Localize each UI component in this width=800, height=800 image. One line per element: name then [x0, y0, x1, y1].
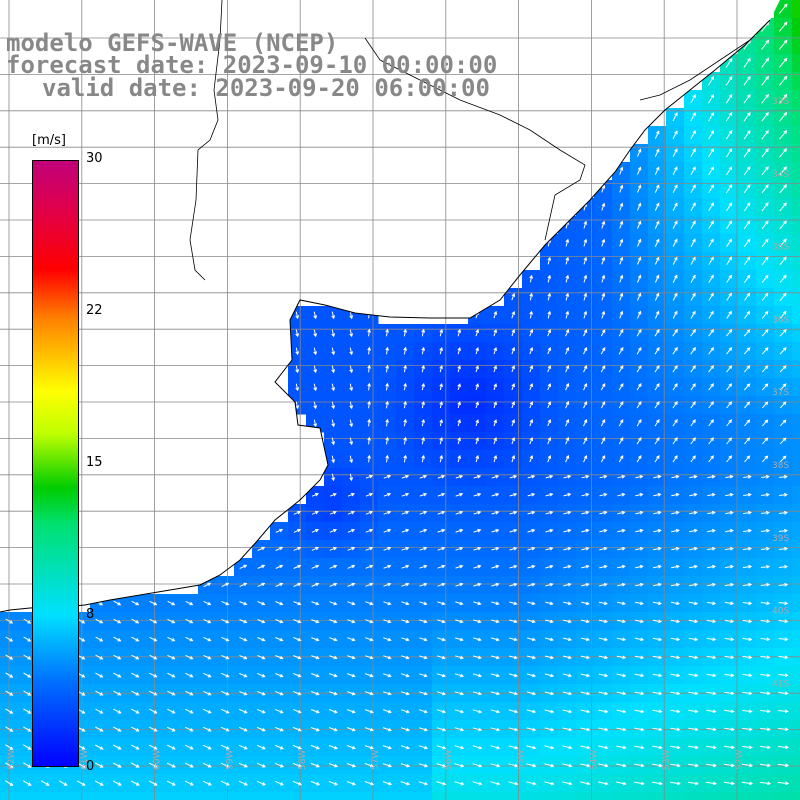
title-forecast-date: forecast date: 2023-09-10 00:00:00 — [6, 51, 498, 79]
lat-label: 38S — [772, 461, 789, 471]
lon-label: 57W — [371, 750, 381, 770]
lat-label: 36S — [772, 315, 789, 325]
lon-label: 59W — [225, 750, 235, 770]
lon-label: 61W — [80, 750, 90, 770]
lat-label: 39S — [772, 534, 789, 544]
colorbar-tick-15: 15 — [86, 455, 103, 470]
colorbar-tick-30: 30 — [86, 151, 103, 166]
lon-label: 52W — [735, 750, 745, 770]
title-valid-date: valid date: 2023-09-20 06:00:00 — [42, 74, 490, 102]
lat-label: 34S — [772, 170, 789, 180]
lon-label: 58W — [298, 750, 308, 770]
colorbar-tick-8: 8 — [86, 607, 95, 622]
lat-label: 37S — [772, 388, 789, 398]
colorbar-unit: [m/s] — [32, 133, 66, 148]
lon-label: 56W — [444, 750, 454, 770]
lon-label: 60W — [153, 750, 163, 770]
lon-label: 53W — [662, 750, 672, 770]
colorbar-tick-0: 0 — [86, 759, 95, 774]
lon-label: 54W — [589, 750, 599, 770]
lat-label: 33S — [772, 97, 789, 107]
lat-label: 41S — [772, 679, 789, 689]
colorbar-gradient — [32, 160, 79, 767]
lat-label: 40S — [772, 607, 789, 617]
lat-label: 35S — [772, 243, 789, 253]
lon-label: 55W — [517, 750, 527, 770]
lon-label: 62W — [7, 750, 17, 770]
title-model: modelo GEFS-WAVE (NCEP) — [6, 29, 339, 57]
colorbar-tick-22: 22 — [86, 303, 103, 318]
